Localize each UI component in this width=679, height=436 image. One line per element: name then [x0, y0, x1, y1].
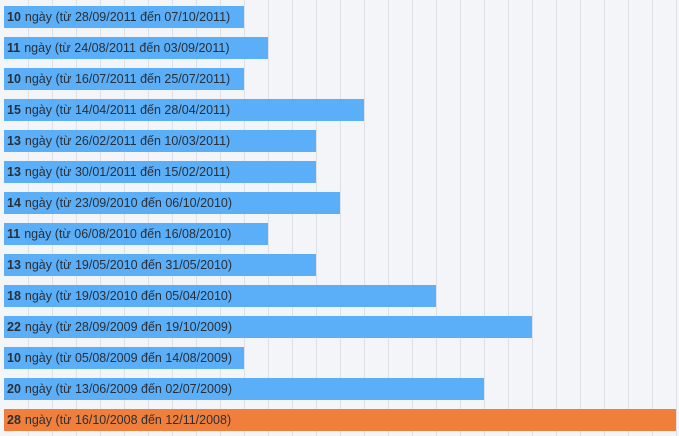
bar: 18 ngày (từ 19/03/2010 đến 05/04/2010): [4, 285, 436, 307]
bar-date-range-label: ngày (từ 19/03/2010 đến 05/04/2010): [24, 289, 233, 303]
gridline: [268, 0, 269, 436]
bar: 20 ngày (từ 13/06/2009 đến 02/07/2009): [4, 378, 484, 400]
bar-date-range-label: ngày (từ 06/08/2010 đến 16/08/2010): [24, 227, 232, 241]
bar-date-range-label: ngày (từ 05/08/2009 đến 14/08/2009): [24, 351, 233, 365]
gridline: [196, 0, 197, 436]
bar: 10 ngày (từ 16/07/2011 đến 25/07/2011): [4, 68, 244, 90]
bar-longest-streak: 28 ngày (từ 16/10/2008 đến 12/11/2008): [4, 409, 676, 431]
bar: 10 ngày (từ 05/08/2009 đến 14/08/2009): [4, 347, 244, 369]
bar-value-label: 11: [7, 227, 21, 241]
gridline: [412, 0, 413, 436]
gridline: [508, 0, 509, 436]
gridline: [340, 0, 341, 436]
gridline: [436, 0, 437, 436]
bar: 11 ngày (từ 06/08/2010 đến 16/08/2010): [4, 223, 268, 245]
bar-date-range-label: ngày (từ 28/09/2009 đến 19/10/2009): [24, 320, 233, 334]
gridline: [292, 0, 293, 436]
gridline: [676, 0, 677, 436]
bar-value-label: 13: [7, 258, 21, 272]
bar-value-label: 28: [7, 413, 21, 427]
gridline: [244, 0, 245, 436]
gridline: [28, 0, 29, 436]
gridline: [364, 0, 365, 436]
bar: 13 ngày (từ 30/01/2011 đến 15/02/2011): [4, 161, 316, 183]
bar: 10 ngày (từ 28/09/2011 đến 07/10/2011): [4, 6, 244, 28]
gridline: [532, 0, 533, 436]
gridline: [52, 0, 53, 436]
gridline: [628, 0, 629, 436]
bar-value-label: 13: [7, 134, 21, 148]
bar-value-label: 15: [7, 103, 21, 117]
bar-date-range-label: ngày (từ 13/06/2009 đến 02/07/2009): [24, 382, 233, 396]
bar-date-range-label: ngày (từ 19/05/2010 đến 31/05/2010): [24, 258, 233, 272]
bar-date-range-label: ngày (từ 14/04/2011 đến 28/04/2011): [24, 103, 231, 117]
bar-value-label: 10: [7, 351, 21, 365]
bar-date-range-label: ngày (từ 23/09/2010 đến 06/10/2010): [24, 196, 233, 210]
bar: 15 ngày (từ 14/04/2011 đến 28/04/2011): [4, 99, 364, 121]
gridline: [148, 0, 149, 436]
bar-value-label: 22: [7, 320, 21, 334]
gridline: [484, 0, 485, 436]
bar-date-range-label: ngày (từ 26/02/2011 đến 10/03/2011): [24, 134, 231, 148]
bar-date-range-label: ngày (từ 16/07/2011 đến 25/07/2011): [24, 72, 231, 86]
gridline: [556, 0, 557, 436]
bar-value-label: 13: [7, 165, 21, 179]
bar-value-label: 20: [7, 382, 21, 396]
bar-date-range-label: ngày (từ 28/09/2011 đến 07/10/2011): [24, 10, 231, 24]
bar-date-range-label: ngày (từ 24/08/2011 đến 03/09/2011): [24, 41, 230, 55]
gridline: [652, 0, 653, 436]
gridline: [388, 0, 389, 436]
bar-value-label: 10: [7, 72, 21, 86]
bar: 14 ngày (từ 23/09/2010 đến 06/10/2010): [4, 192, 340, 214]
gridline: [124, 0, 125, 436]
gridline: [220, 0, 221, 436]
bar-date-range-label: ngày (từ 16/10/2008 đến 12/11/2008): [24, 413, 232, 427]
bar-date-range-label: ngày (từ 30/01/2011 đến 15/02/2011): [24, 165, 231, 179]
gridline: [604, 0, 605, 436]
gridline: [316, 0, 317, 436]
bar-value-label: 10: [7, 10, 21, 24]
bar-value-label: 11: [7, 41, 21, 55]
bar: 11 ngày (từ 24/08/2011 đến 03/09/2011): [4, 37, 268, 59]
gridline: [76, 0, 77, 436]
bar-value-label: 14: [7, 196, 21, 210]
gridline: [580, 0, 581, 436]
bar: 13 ngày (từ 19/05/2010 đến 31/05/2010): [4, 254, 316, 276]
bar: 13 ngày (từ 26/02/2011 đến 10/03/2011): [4, 130, 316, 152]
bar: 22 ngày (từ 28/09/2009 đến 19/10/2009): [4, 316, 532, 338]
bar-value-label: 18: [7, 289, 21, 303]
gridline: [100, 0, 101, 436]
gridline: [172, 0, 173, 436]
gridline: [460, 0, 461, 436]
